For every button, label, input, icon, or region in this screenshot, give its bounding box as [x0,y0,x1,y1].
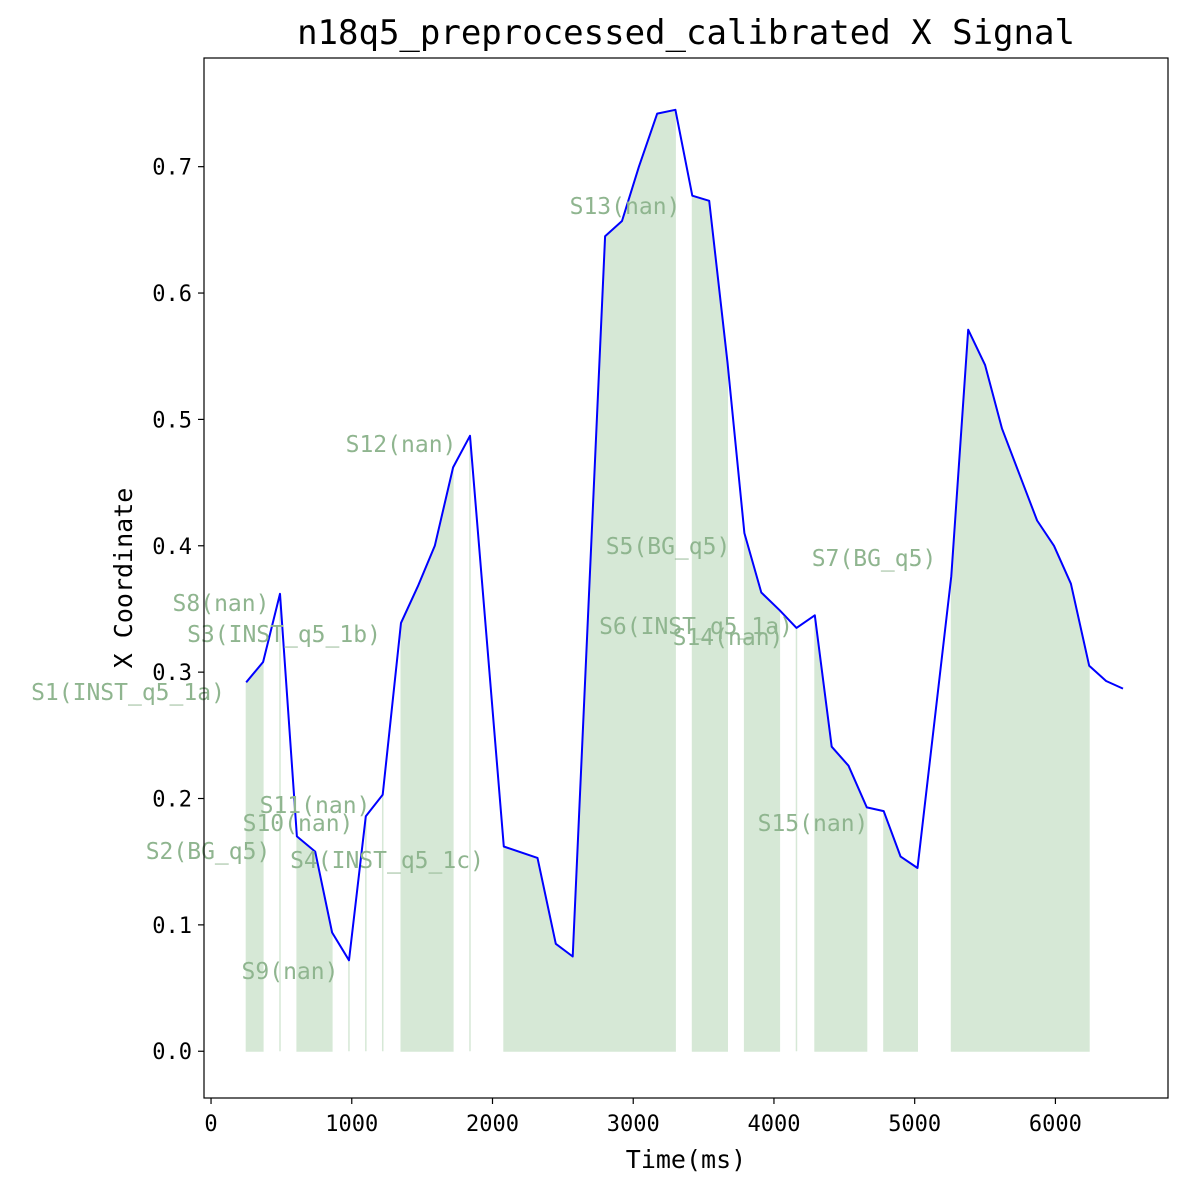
segment-label-11: S5(BG_q5) [606,534,731,560]
segment-label-13: S14(nan) [673,625,784,651]
segment-label-2: S8(nan) [173,591,270,617]
y-tick-label-3: 0.3 [152,661,192,686]
x-tick-label-5: 5000 [888,1112,941,1137]
segment-label-4: S2(BG_q5) [146,839,271,865]
segment-labels: S1(INST_q5_1a) S8(nan) S3(INST_q5_1b) S2(BG… [31,194,936,985]
segment-shade-14 [883,810,918,1052]
segment-label-15: S7(BG_q5) [812,546,937,572]
segment-shade-11 [743,532,781,1052]
y-axis-ticks: 0.0 0.1 0.2 0.3 0.4 0.5 0.6 0.7 [152,156,204,1065]
x-tick-label-4: 4000 [747,1112,800,1137]
y-tick-label-6: 0.6 [152,282,192,307]
y-tick-label-1: 0.1 [152,914,192,939]
segment-shade-15 [950,327,1090,1052]
y-axis-label: X Coordinate [109,488,138,669]
x-tick-label-1: 1000 [325,1112,378,1137]
segment-label-5: S10(nan) [243,811,354,837]
segment-label-3: S3(INST_q5_1b) [187,622,381,648]
plot-frame [203,57,1169,1099]
y-tick-label-0: 0.0 [152,1040,192,1065]
y-tick-label-5: 0.5 [152,408,192,433]
segment-label-12: S6(INST_q5_1a) [599,614,793,640]
y-tick-label-4: 0.4 [152,535,192,560]
segment-label-6: S11(nan) [260,793,371,819]
y-tick-label-2: 0.2 [152,788,192,813]
series-line [245,108,1124,962]
segment-label-7: S4(INST_q5_1c) [290,848,484,874]
segment-label-14: S15(nan) [758,811,869,837]
chart-title: n18q5_preprocessed_calibrated X Signal [297,13,1075,53]
segment-label-9: S12(nan) [346,432,457,458]
segment-label-1: S1(INST_q5_1a) [31,680,225,706]
x-axis-label: Time(ms) [626,1145,746,1174]
x-tick-label-2: 2000 [466,1112,519,1137]
segment-label-8: S9(nan) [242,959,339,985]
segment-label-10: S13(nan) [570,194,681,220]
segment-shade-7 [400,467,454,1052]
x-tick-label-0: 0 [204,1112,217,1137]
y-tick-label-7: 0.7 [152,156,192,181]
segment-shades [245,109,1090,1052]
x-axis-ticks: 0 1000 2000 3000 4000 5000 6000 [204,1098,1082,1137]
x-tick-label-3: 3000 [607,1112,660,1137]
x-tick-label-6: 6000 [1029,1112,1082,1137]
